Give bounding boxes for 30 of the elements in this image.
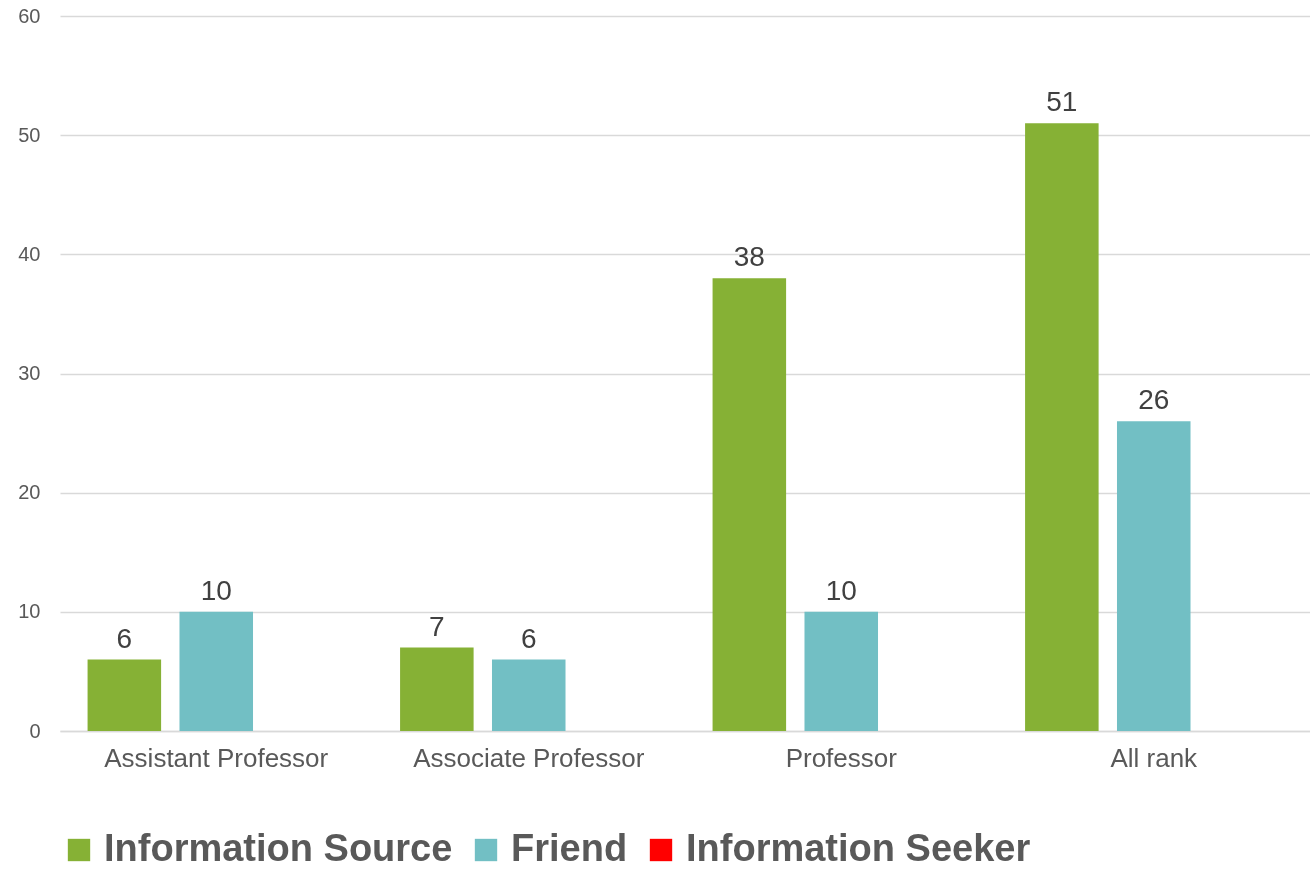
y-tick-label: 40 <box>18 242 41 265</box>
y-tick-label: 60 <box>18 4 41 27</box>
x-tick-label: Assistant Professor <box>104 742 329 773</box>
bar <box>1025 123 1099 731</box>
bar <box>491 659 566 731</box>
y-tick-label: 20 <box>18 481 41 504</box>
data-label: 6 <box>116 622 133 654</box>
legend-label: Information Seeker <box>686 827 1031 869</box>
y-tick-label: 30 <box>18 362 41 384</box>
bar <box>1116 421 1191 731</box>
data-label: 10 <box>200 574 232 606</box>
y-tick-label: 50 <box>18 123 41 146</box>
data-label: 38 <box>733 241 765 273</box>
y-tick-label: 0 <box>29 719 41 742</box>
bar <box>712 278 787 731</box>
bar <box>87 659 162 731</box>
legend-label: Information Source <box>104 827 453 869</box>
data-label: 7 <box>429 610 445 642</box>
data-label: 10 <box>825 574 857 606</box>
y-tick-label: 10 <box>18 600 41 623</box>
bar <box>400 647 474 731</box>
bar <box>179 611 254 731</box>
x-tick-label: Associate Professor <box>413 742 645 773</box>
data-label: 6 <box>520 622 537 654</box>
x-tick-label: Professor <box>785 742 898 773</box>
data-label: 26 <box>1138 384 1170 416</box>
x-tick-label: All rank <box>1110 742 1199 773</box>
data-label: 51 <box>1046 86 1078 118</box>
bar <box>804 611 879 731</box>
legend-label: Friend <box>511 827 628 869</box>
